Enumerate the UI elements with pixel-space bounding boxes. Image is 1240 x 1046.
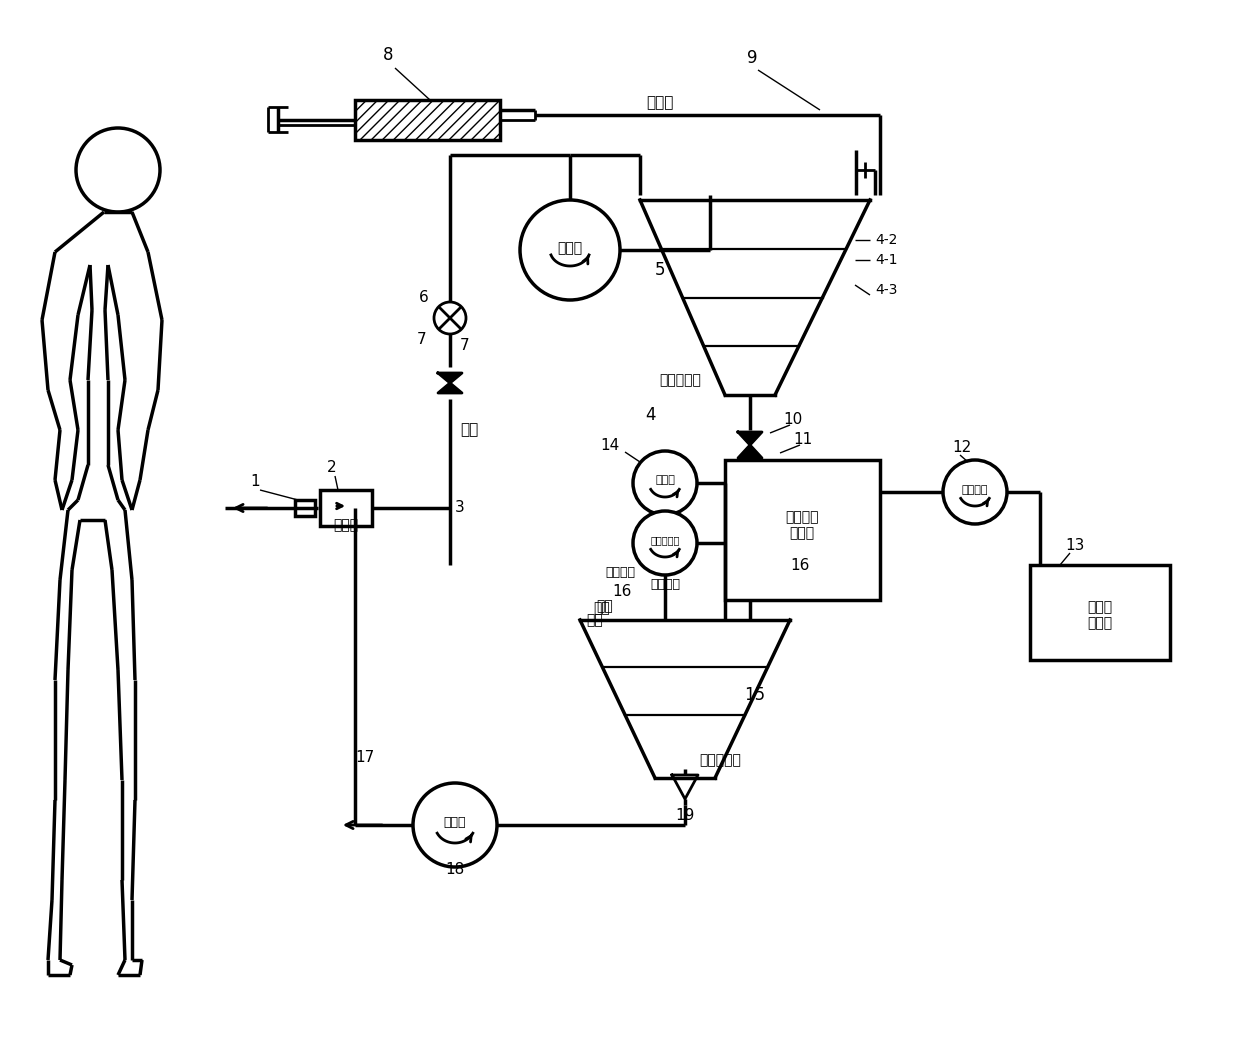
Text: 16: 16 <box>613 585 631 599</box>
Text: 血小板
收集器: 血小板 收集器 <box>1087 600 1112 630</box>
Bar <box>1030 565 1171 660</box>
Text: 5: 5 <box>655 262 665 279</box>
Text: 17: 17 <box>356 750 374 766</box>
Text: 血浆: 血浆 <box>594 601 610 615</box>
Text: 全血泵: 全血泵 <box>558 241 583 255</box>
Text: 18: 18 <box>445 863 465 878</box>
Circle shape <box>632 511 697 575</box>
Text: 其他成分泵: 其他成分泵 <box>650 535 680 545</box>
Text: 其他成分: 其他成分 <box>650 578 680 591</box>
Text: 11: 11 <box>794 432 812 448</box>
Circle shape <box>942 460 1007 524</box>
Text: 回流泵: 回流泵 <box>444 817 466 829</box>
Bar <box>725 460 880 600</box>
Text: 血浆: 血浆 <box>587 613 604 627</box>
Bar <box>295 500 315 516</box>
Text: 12: 12 <box>952 440 972 455</box>
Text: 9: 9 <box>746 49 758 67</box>
Circle shape <box>76 128 160 212</box>
Circle shape <box>434 302 466 334</box>
Text: 4-3: 4-3 <box>875 283 898 297</box>
Text: 7: 7 <box>460 338 470 353</box>
Bar <box>355 100 500 140</box>
Text: 19: 19 <box>676 808 694 822</box>
Bar <box>320 490 372 526</box>
Text: 15: 15 <box>744 686 765 704</box>
Text: 16: 16 <box>790 558 810 572</box>
Text: 4-2: 4-2 <box>875 233 898 247</box>
Text: 8: 8 <box>383 46 393 64</box>
Polygon shape <box>738 432 763 458</box>
Text: 7: 7 <box>417 333 427 347</box>
Text: 血浆成分
分离机: 血浆成分 分离机 <box>785 509 818 540</box>
Text: 第二混合器: 第二混合器 <box>699 753 742 767</box>
Text: 第一混合器: 第一混合器 <box>660 373 701 387</box>
Text: 血浆: 血浆 <box>596 599 614 613</box>
Text: 其他成分: 其他成分 <box>605 566 635 578</box>
Text: 14: 14 <box>600 437 620 453</box>
Text: 13: 13 <box>1065 538 1085 552</box>
Text: 换向阀: 换向阀 <box>334 518 358 532</box>
Text: 4-1: 4-1 <box>875 253 898 267</box>
Text: 全血: 全血 <box>460 423 479 437</box>
Polygon shape <box>438 373 463 393</box>
Text: 3: 3 <box>455 500 465 516</box>
Text: 1: 1 <box>250 475 260 490</box>
Text: 血小板泵: 血小板泵 <box>962 485 988 495</box>
Text: 血浆泵: 血浆泵 <box>655 475 675 485</box>
Text: 10: 10 <box>784 412 802 428</box>
Text: 2: 2 <box>327 460 337 476</box>
Text: 4: 4 <box>645 406 655 424</box>
Text: 抗凝剂: 抗凝剂 <box>646 95 673 111</box>
Circle shape <box>632 451 697 515</box>
Text: 6: 6 <box>419 291 429 305</box>
Circle shape <box>413 783 497 867</box>
Circle shape <box>520 200 620 300</box>
